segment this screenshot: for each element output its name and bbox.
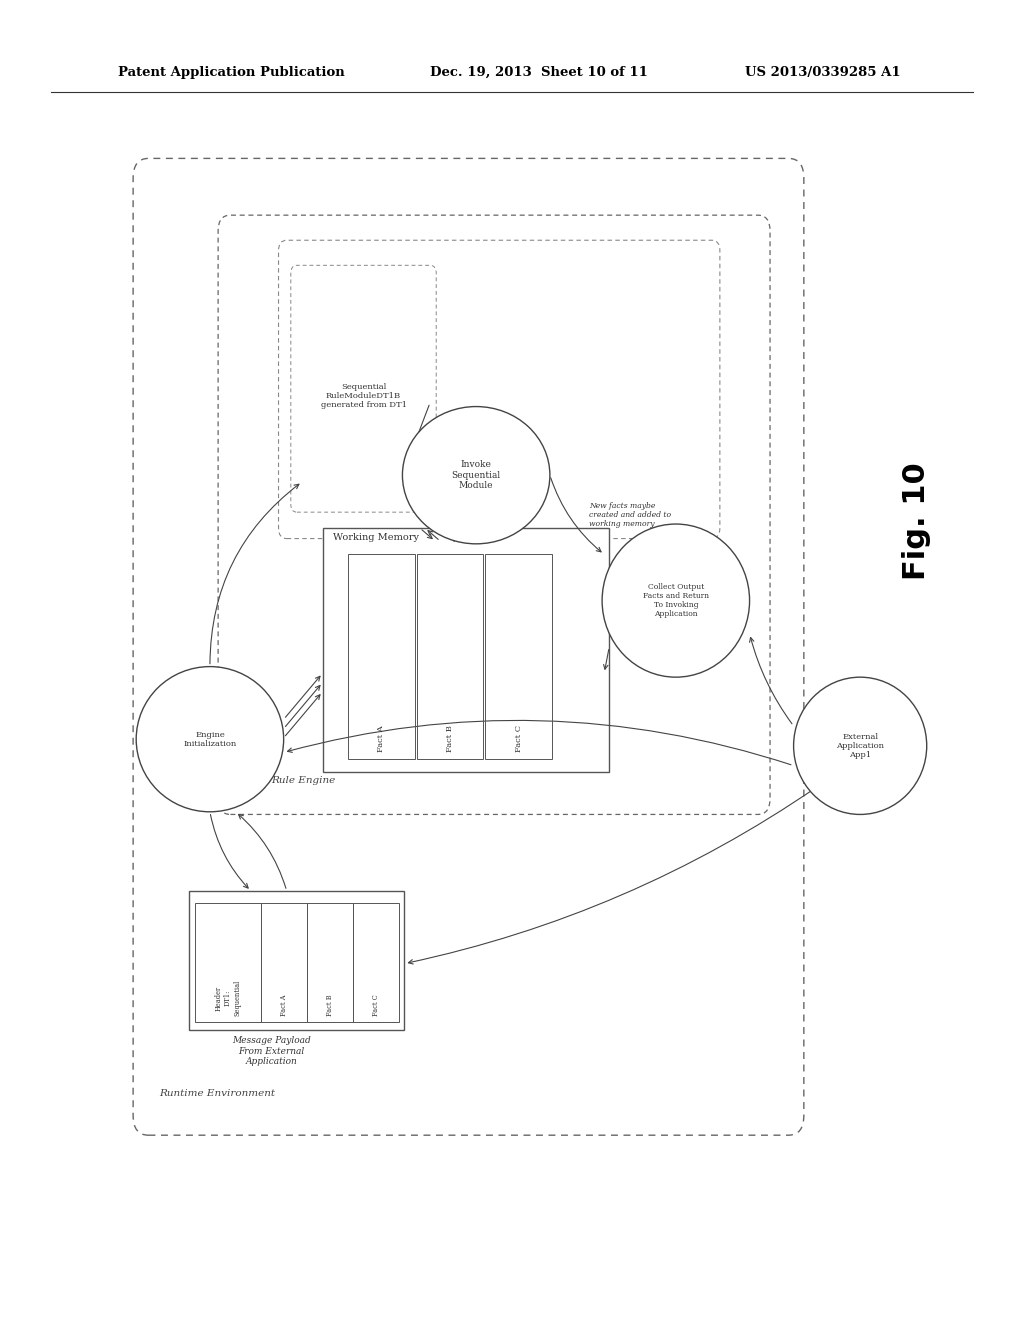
Text: Sequential
RuleModuleDT1B
generated from DT1: Sequential RuleModuleDT1B generated from… [321,383,407,409]
Text: Patent Application Publication: Patent Application Publication [118,66,344,79]
Ellipse shape [136,667,284,812]
Text: Fact C: Fact C [515,725,522,752]
Text: Fact B: Fact B [327,995,334,1016]
FancyBboxPatch shape [189,891,404,1030]
Text: New facts maybe
created and added to
working memory: New facts maybe created and added to wor… [589,502,671,528]
Text: US 2013/0339285 A1: US 2013/0339285 A1 [745,66,901,79]
Text: Runtime Environment: Runtime Environment [159,1089,274,1098]
Text: External
Application
App1: External Application App1 [837,733,884,759]
Text: Rule Engine: Rule Engine [271,776,336,785]
Text: Fact C: Fact C [373,995,380,1016]
Text: Working Memory: Working Memory [333,533,419,543]
Ellipse shape [402,407,550,544]
Text: Dec. 19, 2013  Sheet 10 of 11: Dec. 19, 2013 Sheet 10 of 11 [430,66,648,79]
Text: Fig. 10: Fig. 10 [902,462,931,581]
Text: Fact A: Fact A [281,995,288,1016]
Text: Invoke
Sequential
Module: Invoke Sequential Module [452,461,501,490]
Text: Engine
Initialization: Engine Initialization [183,730,237,748]
FancyBboxPatch shape [323,528,609,772]
Text: Fact A: Fact A [378,726,385,752]
Text: Header
DT1:
Sequential: Header DT1: Sequential [215,981,241,1016]
Ellipse shape [794,677,927,814]
Ellipse shape [602,524,750,677]
Text: Fact B: Fact B [446,726,454,752]
Text: Collect Output
Facts and Return
To Invoking
Application: Collect Output Facts and Return To Invok… [643,583,709,618]
Text: Message Payload
From External
Application: Message Payload From External Applicatio… [232,1036,310,1067]
